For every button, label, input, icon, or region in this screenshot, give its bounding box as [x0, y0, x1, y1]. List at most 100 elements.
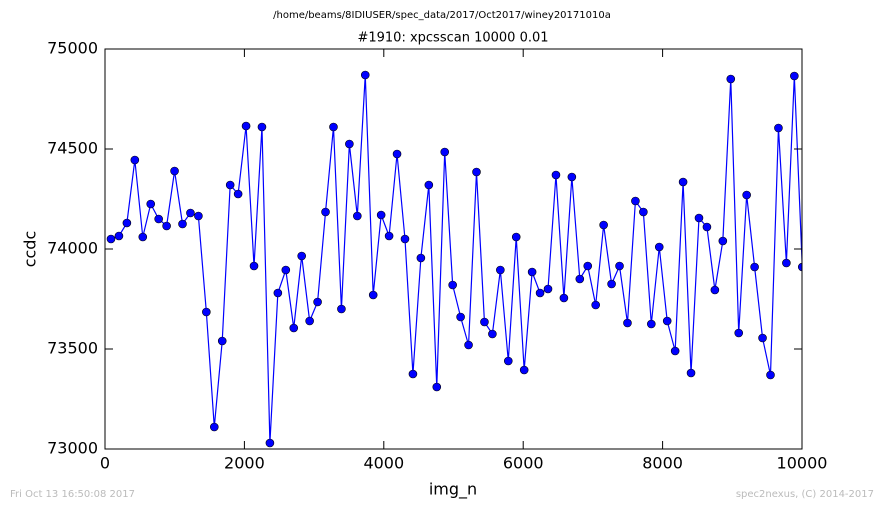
data-point	[797, 262, 802, 272]
data-point	[710, 285, 720, 295]
data-point	[384, 231, 394, 241]
data-point	[647, 319, 656, 329]
x-tick-label: 8000	[642, 454, 683, 473]
data-point	[782, 258, 791, 268]
data-point	[790, 71, 799, 81]
data-point	[456, 312, 465, 322]
data-point	[686, 368, 696, 378]
data-point	[654, 242, 664, 252]
data-point	[639, 207, 648, 217]
data-point	[217, 336, 227, 346]
x-tick-label: 2000	[224, 454, 265, 473]
data-point	[758, 333, 767, 343]
data-point	[551, 170, 561, 180]
data-point	[273, 288, 283, 298]
data-point	[424, 180, 434, 190]
data-point	[313, 297, 322, 307]
data-point	[297, 251, 306, 261]
y-axis-label: ccdc	[21, 231, 40, 268]
data-point	[257, 122, 267, 132]
data-point	[567, 172, 577, 182]
data-point	[225, 180, 235, 190]
data-point	[464, 340, 473, 350]
data-point	[345, 139, 354, 149]
data-point	[694, 213, 704, 223]
data-point	[718, 236, 728, 246]
data-point	[678, 177, 688, 187]
data-point	[408, 369, 418, 379]
data-point	[543, 284, 553, 294]
data-point	[472, 167, 481, 177]
data-point	[329, 122, 338, 132]
data-point	[122, 218, 132, 228]
y-tick-label: 75000	[47, 39, 98, 58]
footer-date: Fri Oct 13 16:50:08 2017	[10, 489, 135, 500]
data-point	[249, 261, 259, 271]
data-point	[496, 265, 505, 275]
data-point	[353, 211, 362, 221]
data-point	[368, 290, 378, 300]
data-point	[106, 234, 116, 244]
data-point	[607, 279, 616, 289]
data-point	[146, 199, 156, 209]
suptitle: /home/beams/8IDIUSER/spec_data/2017/Oct2…	[273, 10, 611, 21]
data-point	[305, 316, 314, 326]
data-point	[599, 220, 608, 230]
data-point	[289, 323, 299, 333]
x-tick-label: 4000	[363, 454, 404, 473]
data-point	[432, 382, 442, 392]
data-point	[392, 149, 402, 159]
data-point	[138, 232, 148, 242]
x-tick-label: 6000	[503, 454, 544, 473]
data-point	[503, 356, 513, 366]
data-point	[742, 190, 751, 200]
data-point	[583, 261, 593, 271]
y-tick-label: 74500	[47, 139, 98, 158]
data-point	[170, 166, 179, 176]
data-point	[480, 317, 489, 327]
data-point	[448, 280, 457, 290]
x-tick-label: 10000	[777, 454, 828, 473]
y-tick-label: 73500	[47, 339, 98, 358]
data-point	[400, 234, 410, 244]
data-point	[440, 147, 450, 157]
data-point	[662, 316, 672, 326]
x-axis-label: img_n	[429, 480, 477, 500]
data-point	[511, 232, 521, 242]
data-point	[615, 261, 624, 271]
data-point	[281, 265, 291, 275]
data-point	[114, 231, 124, 241]
data-point	[527, 267, 537, 277]
data-point	[233, 189, 243, 199]
data-point	[519, 365, 529, 375]
data-point	[631, 196, 640, 206]
data-point	[154, 214, 163, 224]
chart-title: #1910: xpcsscan 10000 0.01	[357, 31, 548, 46]
data-point	[162, 221, 171, 231]
data-point	[241, 121, 251, 131]
data-point	[559, 293, 569, 303]
data-point	[750, 262, 759, 272]
data-point	[202, 307, 211, 317]
data-point	[194, 211, 203, 221]
data-point	[130, 155, 140, 165]
data-point	[702, 222, 712, 232]
data-point	[265, 438, 275, 448]
data-point	[416, 253, 426, 263]
data-point	[766, 370, 775, 380]
x-tick-label: 0	[100, 454, 110, 473]
data-point	[726, 74, 736, 84]
data-point	[186, 208, 195, 218]
y-tick-label: 73000	[47, 439, 98, 458]
data-point	[321, 207, 330, 217]
footer-credit: spec2nexus, (C) 2014-2017	[736, 489, 874, 500]
y-tick-label: 74000	[47, 239, 98, 258]
data-point	[360, 70, 370, 80]
data-point	[774, 123, 783, 133]
data-point	[535, 288, 545, 298]
data-point	[488, 329, 497, 339]
plot-area	[106, 70, 802, 448]
data-point	[734, 328, 744, 338]
